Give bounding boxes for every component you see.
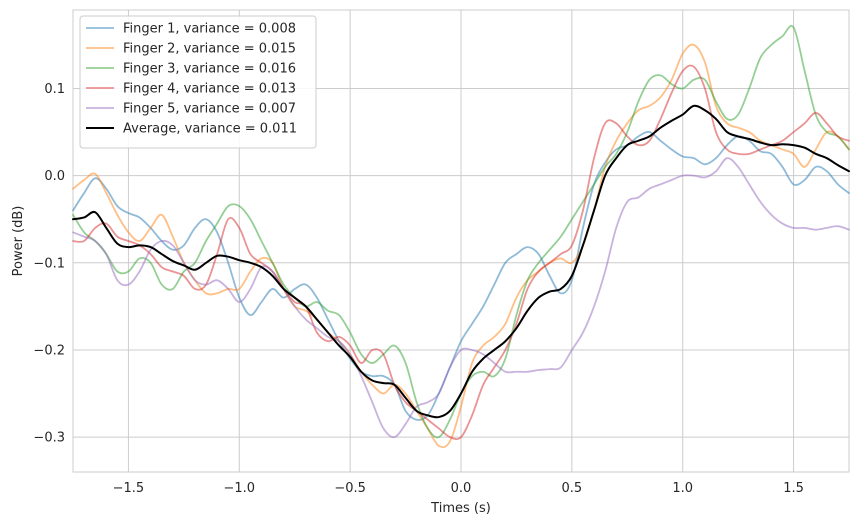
x-tick-label: 0.0 <box>451 481 472 496</box>
series-line-1 <box>72 131 850 421</box>
legend-label: Finger 4, variance = 0.013 <box>123 82 296 97</box>
x-tick-label: −1.5 <box>113 481 145 496</box>
y-tick-label: −0.3 <box>33 431 65 446</box>
tick-labels: −1.5 −1.0 −0.5 0.0 0.5 1.0 1.5 −0.3 −0.2 −0.1 0.0 0… <box>33 82 803 496</box>
x-tick-label: −0.5 <box>334 481 366 496</box>
series-layer <box>72 25 850 449</box>
y-tick-label: 0.1 <box>44 82 65 97</box>
series-line-2 <box>72 43 850 449</box>
y-tick-label: −0.2 <box>33 343 65 358</box>
legend-label: Finger 3, variance = 0.016 <box>123 62 296 77</box>
legend-box <box>79 15 317 149</box>
series-line-5 <box>72 157 850 439</box>
series-line-6 <box>72 104 850 419</box>
x-tick-label: 1.5 <box>783 481 804 496</box>
legend: Finger 1, variance = 0.008 Finger 2, vari… <box>79 15 317 149</box>
x-tick-label: −1.0 <box>223 481 255 496</box>
y-tick-label: 0.0 <box>44 169 65 184</box>
x-tick-label: 0.5 <box>562 481 583 496</box>
x-tick-label: 1.0 <box>672 481 693 496</box>
y-axis-label: Power (dB) <box>11 206 26 277</box>
legend-label: Finger 2, variance = 0.015 <box>123 42 296 57</box>
series-line-4 <box>72 64 850 441</box>
legend-label: Finger 1, variance = 0.008 <box>123 22 296 37</box>
y-tick-label: −0.1 <box>33 256 65 271</box>
x-axis-label: Times (s) <box>430 501 491 516</box>
legend-label: Finger 5, variance = 0.007 <box>123 102 296 117</box>
legend-label: Average, variance = 0.011 <box>123 122 297 137</box>
